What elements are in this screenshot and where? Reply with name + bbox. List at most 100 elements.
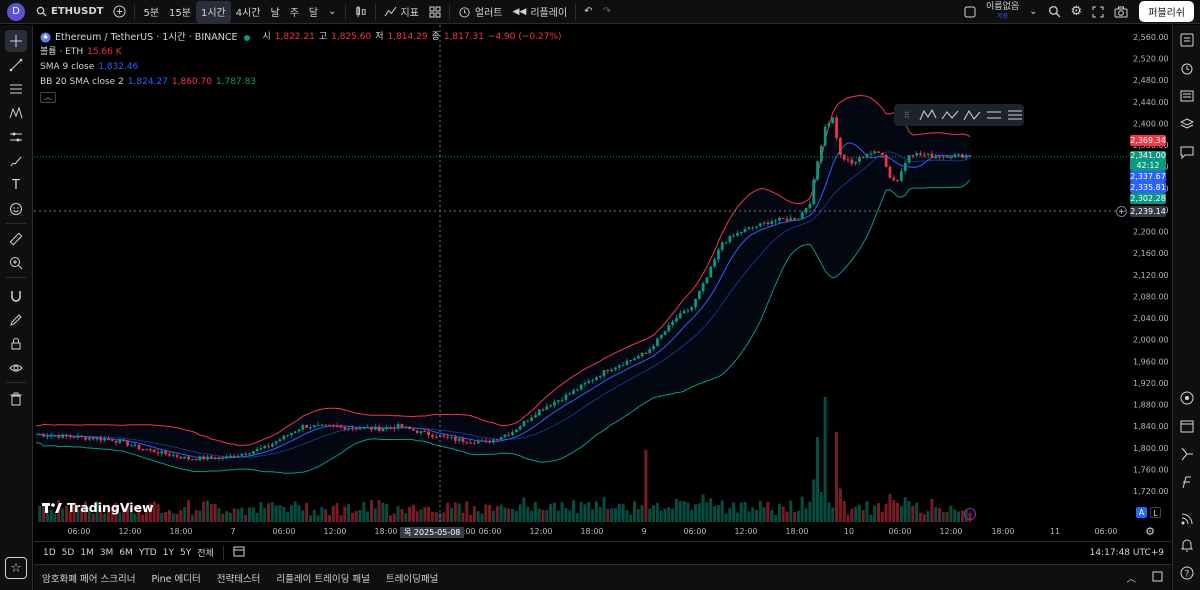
float-tool-3[interactable] bbox=[963, 107, 981, 123]
forecast-tool[interactable] bbox=[5, 126, 27, 148]
range-5d[interactable]: 5D bbox=[61, 547, 75, 558]
auto-scale-button[interactable]: A bbox=[1136, 507, 1147, 518]
user-avatar[interactable]: D bbox=[7, 2, 25, 21]
interval-15m[interactable]: 15분 bbox=[169, 8, 191, 19]
range-1y[interactable]: 1Y bbox=[162, 547, 174, 558]
favorites-button[interactable]: ☆ bbox=[5, 557, 27, 579]
alert-button[interactable]: 얼러트 bbox=[453, 1, 508, 23]
interval-day[interactable]: 날 bbox=[270, 8, 280, 19]
layout-name-button[interactable]: 이름없음 저장 bbox=[981, 1, 1024, 23]
legend-sma-row[interactable]: SMA 9 close 1,832.46 bbox=[40, 60, 562, 75]
candle-body bbox=[435, 436, 438, 438]
stay-drawing-tool[interactable] bbox=[5, 309, 27, 331]
interval-week[interactable]: 주 bbox=[289, 8, 299, 19]
float-tool-2[interactable] bbox=[941, 107, 959, 123]
layers-button[interactable] bbox=[1177, 114, 1197, 134]
watchlist-button[interactable] bbox=[1177, 30, 1197, 50]
ideas-button[interactable] bbox=[1177, 388, 1197, 408]
compare-button[interactable] bbox=[108, 1, 131, 23]
fib-tool[interactable] bbox=[5, 78, 27, 100]
legend-volume-row[interactable]: 볼륨 · ETH 15.66 K bbox=[40, 45, 562, 60]
axis-settings-button[interactable]: ⚙ bbox=[1143, 524, 1157, 538]
brush-tool[interactable] bbox=[5, 150, 27, 172]
range-1d[interactable]: 1D bbox=[43, 547, 56, 558]
undo-button[interactable]: ↶ bbox=[579, 1, 597, 23]
chat-button[interactable] bbox=[1177, 142, 1197, 162]
log-scale-button[interactable]: L bbox=[1150, 507, 1161, 518]
fullscreen-button[interactable] bbox=[1087, 1, 1109, 23]
trendline-tool[interactable] bbox=[5, 54, 27, 76]
replay-button[interactable]: ◀◀ 리플레이 bbox=[508, 1, 573, 23]
interval-dropdown[interactable]: ⌄ bbox=[323, 1, 341, 23]
alerts-button[interactable] bbox=[1177, 58, 1197, 78]
interval-5m[interactable]: 5분 bbox=[143, 8, 160, 19]
interval-month[interactable]: 달 bbox=[308, 8, 319, 19]
calendar-button[interactable] bbox=[1177, 416, 1197, 436]
notifications-button[interactable] bbox=[1177, 535, 1197, 555]
legend-collapse-button[interactable]: ︿ bbox=[40, 92, 56, 103]
symbol-search[interactable]: ETHUSDT bbox=[31, 1, 108, 23]
legend-open: 1,822.21 bbox=[274, 32, 315, 42]
layout-dropdown[interactable]: ⌄ bbox=[1024, 1, 1042, 23]
price-chart[interactable]: 2,560.00 2,520.00 2,480.00 2,440.00 2,400.00… bbox=[34, 25, 1171, 540]
tab-strategy-tester[interactable]: 전략테스터 bbox=[216, 573, 261, 585]
lock-drawings-tool[interactable] bbox=[5, 333, 27, 355]
emoji-tool[interactable] bbox=[5, 198, 27, 220]
candle-body bbox=[545, 406, 549, 410]
stream-button[interactable] bbox=[1177, 509, 1197, 529]
range-6m[interactable]: 6M bbox=[119, 547, 133, 558]
publish-button[interactable]: 퍼블리쉬 bbox=[1139, 1, 1194, 22]
range-all[interactable]: 전체 bbox=[197, 549, 214, 559]
divider bbox=[344, 3, 346, 20]
drag-handle[interactable]: ⠿ bbox=[898, 107, 915, 123]
snapshot-button[interactable] bbox=[1109, 1, 1133, 23]
crosshair-tool[interactable] bbox=[5, 30, 27, 52]
tab-crypto-screener[interactable]: 암호화폐 페어 스크리너 bbox=[42, 573, 136, 585]
date-range-button[interactable] bbox=[230, 545, 248, 560]
text-tool[interactable]: T bbox=[5, 174, 27, 196]
help-button[interactable]: ? bbox=[1177, 563, 1197, 583]
market-status-dot[interactable] bbox=[244, 34, 251, 41]
add-alert-button[interactable]: + bbox=[1116, 206, 1127, 217]
pattern-tool[interactable] bbox=[5, 102, 27, 124]
range-5y[interactable]: 5Y bbox=[179, 547, 192, 558]
float-tool-5[interactable] bbox=[1007, 107, 1024, 123]
clock[interactable]: 14:17:48 UTC+9 bbox=[1089, 547, 1164, 558]
tab-pine-editor[interactable]: Pine 에디터 bbox=[151, 573, 201, 585]
layout-toggle[interactable] bbox=[959, 1, 981, 23]
templates-button[interactable] bbox=[424, 1, 446, 23]
legend-bb-row[interactable]: BB 20 SMA close 2 1,824.27 1,860.70 1,78… bbox=[40, 75, 562, 90]
interval-1h[interactable]: 1시간 bbox=[195, 0, 231, 23]
range-3m[interactable]: 3M bbox=[99, 547, 114, 558]
volume-bar bbox=[884, 503, 888, 522]
maximize-panel-button[interactable] bbox=[1144, 571, 1171, 585]
collapse-panel-button[interactable]: ︿ bbox=[1118, 571, 1144, 585]
range-1m[interactable]: 1M bbox=[80, 547, 94, 558]
candle-body bbox=[720, 242, 724, 250]
legend-title[interactable]: Ethereum / TetherUS · 1시간 · BINANCE bbox=[55, 32, 238, 43]
magnet-tool[interactable] bbox=[5, 285, 27, 307]
settings-button[interactable]: ⚙ bbox=[1066, 1, 1088, 23]
hide-drawings-tool[interactable] bbox=[5, 357, 27, 379]
ruler-tool[interactable] bbox=[5, 228, 27, 250]
candle-body bbox=[682, 311, 686, 314]
zoom-tool[interactable] bbox=[5, 252, 27, 274]
pine-button[interactable] bbox=[1177, 444, 1197, 464]
quick-search-button[interactable] bbox=[1043, 1, 1066, 23]
tab-trading-panel[interactable]: 트레이딩패널 bbox=[385, 573, 439, 585]
tradingview-logo[interactable]: TradingView bbox=[42, 500, 154, 515]
float-tool-1[interactable] bbox=[919, 107, 937, 123]
pattern-button[interactable] bbox=[1177, 472, 1197, 492]
indicators-button[interactable]: 지표 bbox=[379, 1, 424, 23]
redo-button[interactable]: ↷ bbox=[598, 1, 616, 23]
events-marker[interactable]: ⚡ bbox=[964, 508, 976, 520]
time-axis[interactable]: 06:0012:0018:00706:0012:0018:0000:0006:0… bbox=[67, 527, 1117, 536]
price-axis[interactable]: 2,560.00 2,520.00 2,480.00 2,440.00 2,400.00… bbox=[1129, 25, 1171, 540]
remove-drawings-tool[interactable] bbox=[5, 388, 27, 410]
news-button[interactable] bbox=[1177, 86, 1197, 106]
interval-4h[interactable]: 4시간 bbox=[235, 8, 261, 19]
range-ytd[interactable]: YTD bbox=[138, 547, 157, 558]
float-tool-4[interactable] bbox=[985, 107, 1002, 123]
tab-replay-trading[interactable]: 리플레이 트레이딩 패널 bbox=[276, 573, 370, 585]
chart-type-button[interactable] bbox=[349, 1, 372, 23]
